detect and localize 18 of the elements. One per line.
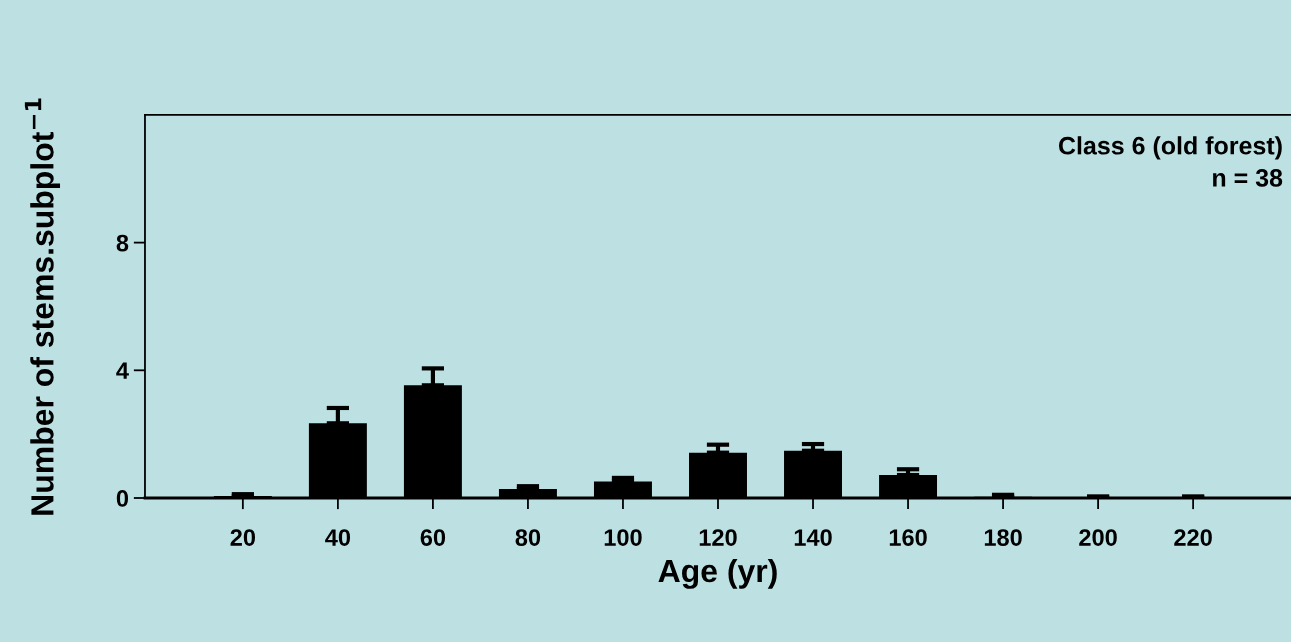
x-tick-label: 20: [230, 529, 256, 546]
x-tick-label: 80: [515, 529, 541, 546]
x-tick-label: 120: [699, 529, 737, 546]
x-tick-label: 100: [604, 529, 642, 546]
y-tick-label: 0: [116, 490, 129, 507]
x-tick-label: 40: [325, 529, 351, 546]
annotation: Class 6 (old forest): [1058, 136, 1282, 160]
x-tick-label: 200: [1079, 529, 1117, 546]
x-tick-label: 60: [420, 529, 446, 546]
y-tick-label: 4: [116, 362, 129, 379]
x-tick-label: 220: [1174, 529, 1212, 546]
x-tick-label: 160: [889, 529, 927, 546]
annotation: n = 38: [1213, 169, 1283, 187]
x-tick-label: 140: [794, 529, 832, 546]
y-tick-label: 8: [116, 234, 129, 252]
y-axis-title: Number of stems.subplot$^{−1}$: [24, 98, 61, 515]
x-axis-title: Age (yr): [658, 558, 777, 589]
x-tick-label: 180: [984, 529, 1022, 546]
